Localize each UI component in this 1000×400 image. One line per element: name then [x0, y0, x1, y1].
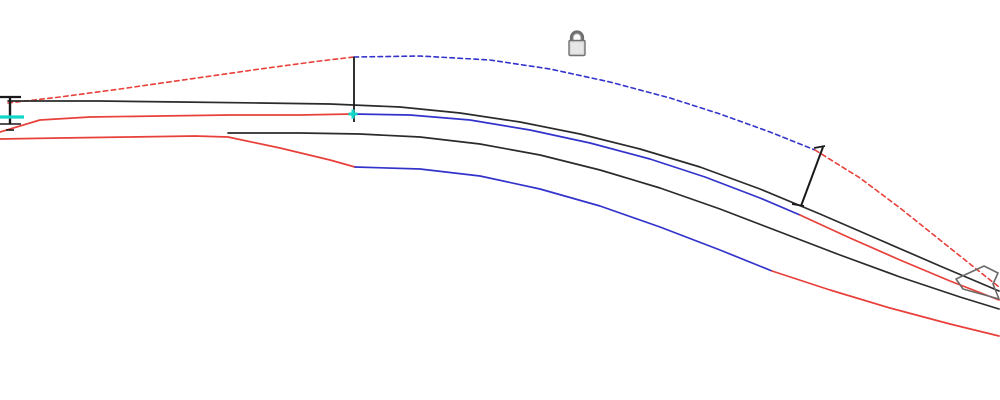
series-centerline-upper-black[interactable]: [7, 100, 1000, 292]
end-of-alignment-arrow[interactable]: [955, 265, 1000, 300]
series-offset-envelope-dashed[interactable]: [7, 55, 1000, 288]
series-edge-lower-red-blue[interactable]: [0, 135, 1000, 337]
padlock-shackle-icon: [569, 30, 585, 41]
centerline-upper-black-segment-0: [7, 100, 1000, 292]
start-station-marker[interactable]: [0, 95, 24, 131]
offset-tick-marker[interactable]: [791, 145, 826, 207]
end-arrow-outline: [955, 265, 1000, 300]
edge-lower-red-blue-segment-1: [354, 166, 773, 272]
offset-envelope-dashed-segment-1: [353, 55, 816, 151]
padlock-body-inner-icon: [571, 42, 583, 54]
edge-upper-red-blue-segment-2: [799, 214, 1000, 301]
alignment-series-layer: [0, 55, 1000, 337]
padlock-glyph: [568, 30, 586, 57]
edge-upper-red-blue-segment-0: [0, 113, 354, 133]
centerline-lower-black-segment-0: [227, 132, 1000, 310]
series-centerline-lower-black[interactable]: [227, 132, 1000, 310]
offset-tick-line: [800, 146, 824, 207]
edge-upper-red-blue-segment-1: [352, 113, 801, 216]
alignment-markers-layer[interactable]: [0, 57, 1000, 300]
offset-tick-top-cap: [813, 145, 826, 149]
edge-lower-red-blue-segment-0: [0, 135, 356, 168]
offset-envelope-dashed-segment-0: [7, 56, 355, 104]
series-edge-upper-red-blue[interactable]: [0, 113, 1000, 301]
padlock-icon[interactable]: [564, 28, 590, 60]
point-of-intersection-marker[interactable]: [348, 57, 358, 122]
offset-envelope-dashed-segment-2: [814, 149, 1000, 288]
offset-tick-bottom-cap: [791, 203, 805, 207]
padlock-shackle-highlight-icon: [572, 33, 582, 41]
edge-lower-red-blue-segment-2: [771, 270, 1000, 337]
